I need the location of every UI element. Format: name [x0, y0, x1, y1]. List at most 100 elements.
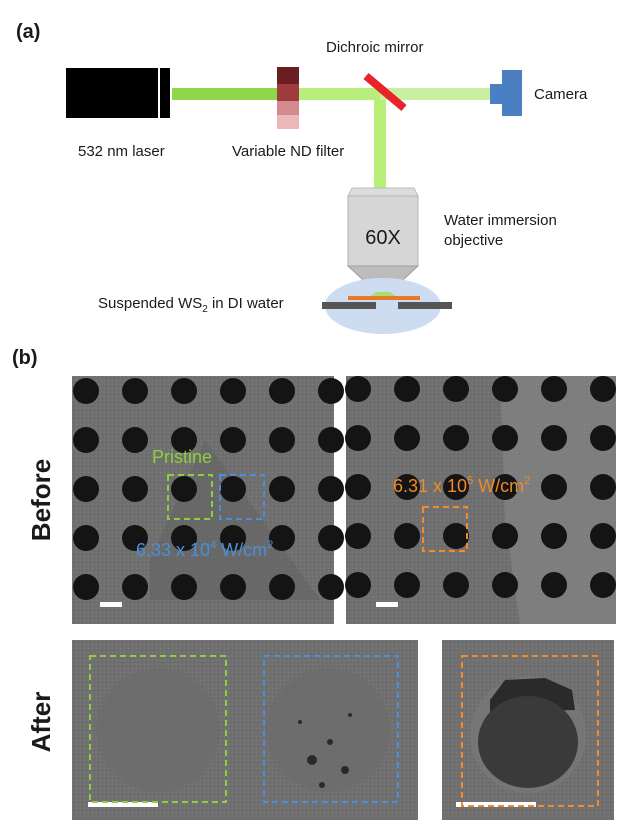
- lattice-hole: [73, 574, 99, 600]
- high-power-box-after: [461, 655, 599, 807]
- sem-after-right: [442, 640, 614, 820]
- lattice-hole: [318, 427, 344, 453]
- laser-label: 532 nm laser: [78, 143, 165, 160]
- lattice-hole: [345, 474, 371, 500]
- lattice-hole: [220, 476, 246, 502]
- ws2-flake: [348, 296, 420, 300]
- lattice-hole: [122, 378, 148, 404]
- lattice-hole: [443, 523, 469, 549]
- lattice-hole: [492, 523, 518, 549]
- camera-label: Camera: [534, 86, 588, 103]
- lattice-hole: [443, 572, 469, 598]
- pristine-box: [167, 474, 213, 520]
- scale-bar: [456, 802, 536, 807]
- objective-mag: 60X: [365, 227, 401, 249]
- lattice-hole: [590, 376, 616, 402]
- lattice-hole: [122, 574, 148, 600]
- substrate-left: [322, 302, 376, 309]
- lattice-hole: [269, 378, 295, 404]
- substrate-right: [398, 302, 452, 309]
- sample-label: Suspended WS2 in DI water: [98, 295, 284, 315]
- lattice-hole: [541, 572, 567, 598]
- lattice-hole: [171, 378, 197, 404]
- lattice-hole: [122, 525, 148, 551]
- lattice-hole: [220, 427, 246, 453]
- pristine-label: Pristine: [152, 447, 212, 467]
- nd-filter-label: Variable ND filter: [232, 143, 344, 160]
- lattice-hole: [318, 574, 344, 600]
- sem-after-left: [72, 640, 418, 820]
- scale-bar: [100, 602, 122, 607]
- dichroic-mirror-icon: [363, 72, 407, 112]
- lattice-hole: [318, 378, 344, 404]
- high-power-box: [422, 506, 468, 552]
- lattice-hole: [394, 474, 420, 500]
- low-power-label: 6.33 x 104 W/cm2: [136, 539, 273, 560]
- nd-filter-icon: [277, 67, 299, 129]
- lattice-hole: [345, 425, 371, 451]
- lattice-hole: [122, 427, 148, 453]
- lattice-hole: [590, 425, 616, 451]
- lattice-hole: [269, 574, 295, 600]
- water-droplet: [325, 278, 441, 334]
- panel-b-label: (b): [12, 347, 38, 369]
- lattice-hole: [443, 474, 469, 500]
- lattice-hole: [220, 525, 246, 551]
- laser-beam-vertical: [374, 100, 386, 188]
- lattice-hole: [171, 427, 197, 453]
- lattice-hole: [492, 572, 518, 598]
- lattice-hole: [541, 376, 567, 402]
- lattice-hole: [171, 574, 197, 600]
- lattice-hole: [73, 427, 99, 453]
- lattice-hole: [318, 525, 344, 551]
- pristine-box-after: [89, 655, 227, 803]
- lattice-hole: [269, 476, 295, 502]
- objective-label-line2: objective: [444, 232, 503, 249]
- low-power-box: [219, 474, 265, 520]
- scale-bar: [376, 602, 398, 607]
- lattice-hole: [590, 523, 616, 549]
- laser-beam-3: [380, 88, 492, 100]
- lattice-hole: [345, 376, 371, 402]
- lattice-hole: [590, 572, 616, 598]
- row-before-label: Before: [26, 459, 56, 541]
- lattice-hole: [394, 572, 420, 598]
- lattice-hole: [443, 376, 469, 402]
- lattice-hole: [345, 572, 371, 598]
- lattice-hole: [541, 523, 567, 549]
- lattice-hole: [269, 427, 295, 453]
- lattice-hole: [541, 425, 567, 451]
- lattice-hole: [220, 378, 246, 404]
- mirror-label: Dichroic mirror: [326, 39, 424, 56]
- lattice-hole: [171, 476, 197, 502]
- lattice-hole: [492, 474, 518, 500]
- lattice-hole: [73, 525, 99, 551]
- panel-a-label: (a): [16, 21, 40, 43]
- scale-bar: [88, 802, 158, 807]
- lattice-hole: [318, 476, 344, 502]
- lattice-hole: [171, 525, 197, 551]
- lattice-hole: [492, 376, 518, 402]
- lattice-hole: [73, 378, 99, 404]
- high-power-label: 6.31 x 105 W/cm2: [393, 475, 530, 496]
- lattice-hole: [541, 474, 567, 500]
- lattice-hole: [492, 425, 518, 451]
- lattice-hole: [220, 574, 246, 600]
- lattice-hole: [345, 523, 371, 549]
- laser-beam-1: [172, 88, 278, 100]
- lattice-hole: [122, 476, 148, 502]
- row-after-label: After: [26, 692, 56, 753]
- camera-icon: [490, 70, 522, 116]
- lattice-hole: [443, 425, 469, 451]
- laser-beam-2: [298, 88, 380, 100]
- lattice-hole: [73, 476, 99, 502]
- lattice-hole: [394, 523, 420, 549]
- laser-icon: [66, 68, 170, 118]
- objective-label-line1: Water immersion: [444, 212, 557, 229]
- lattice-hole: [269, 525, 295, 551]
- sem-before-left: [72, 376, 344, 624]
- lattice-hole: [394, 425, 420, 451]
- lattice-hole: [590, 474, 616, 500]
- sem-before-right: [345, 376, 616, 624]
